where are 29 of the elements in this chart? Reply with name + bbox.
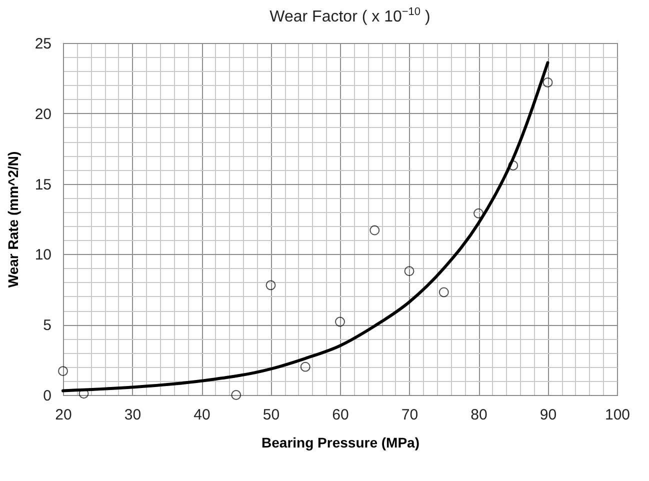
point — [300, 362, 310, 372]
point — [58, 366, 68, 376]
x-tick-label: 30 — [124, 406, 142, 424]
x-tick-label: 70 — [401, 406, 418, 424]
point — [474, 208, 484, 218]
x-tick-label: 100 — [604, 406, 630, 424]
point — [266, 280, 276, 290]
x-tick-label: 90 — [540, 406, 557, 424]
x-tick-label: 20 — [55, 406, 72, 424]
x-tick-label: 50 — [262, 406, 280, 424]
x-tick-label: 40 — [194, 406, 210, 424]
x-axis-title: Bearing Pressure (MPa) — [262, 434, 420, 450]
y-tick-label: 20 — [34, 106, 52, 123]
point — [542, 77, 553, 88]
y-axis-title: Wear Rate (mm^2/N) — [4, 151, 21, 288]
x-tick-label: 60 — [332, 406, 349, 424]
y-tick-label: 5 — [43, 317, 52, 334]
point — [231, 390, 242, 400]
x-tick-label: 80 — [470, 406, 488, 424]
point — [508, 160, 518, 170]
y-tick-label: 15 — [34, 176, 52, 194]
point — [438, 287, 449, 298]
y-tick-label: 0 — [43, 388, 52, 404]
point — [370, 225, 380, 236]
y-tick-label: 25 — [34, 36, 52, 52]
point — [404, 266, 414, 276]
chart-title: Wear Factor ( x 10$^{−10}$ ) — [268, 5, 432, 26]
y-tick-label: 10 — [34, 246, 52, 264]
point — [335, 316, 345, 327]
